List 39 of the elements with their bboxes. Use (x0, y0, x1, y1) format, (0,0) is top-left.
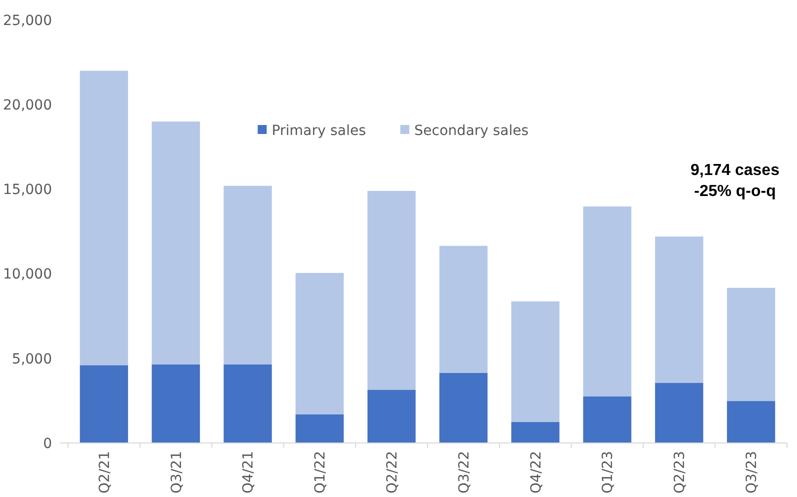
bar (80, 70, 128, 366)
legend-label: Primary sales (272, 122, 366, 139)
y-tick-label: 0 (43, 436, 52, 452)
bar (511, 422, 560, 443)
bar (296, 272, 344, 414)
bar (152, 364, 200, 443)
x-tick-label: Q3/21 (168, 451, 185, 494)
y-tick-label: 25,000 (3, 12, 52, 29)
bar (80, 365, 128, 443)
x-tick-label: Q4/21 (240, 451, 257, 494)
bar (726, 401, 776, 443)
bar (726, 288, 776, 402)
annotation: 9,174 cases -25% q-o-q (690, 162, 780, 200)
bar (296, 414, 344, 443)
x-tick-label: Q1/22 (312, 451, 329, 494)
bar (511, 301, 560, 422)
x-tick-label: Q2/22 (384, 451, 400, 494)
bar (583, 396, 632, 443)
x-tick-label: Q2/21 (96, 451, 113, 494)
bar (655, 382, 704, 443)
y-tick-label: 10,000 (3, 266, 52, 283)
y-tick-label: 5,000 (12, 351, 52, 368)
x-tick-label: Q1/23 (600, 451, 616, 494)
bar (583, 206, 632, 396)
x-tick-label: Q4/22 (528, 451, 544, 494)
x-tick-label: Q2/23 (672, 451, 688, 494)
bar (655, 236, 704, 383)
bar (152, 122, 200, 364)
y-tick-label: 15,000 (3, 182, 52, 198)
x-tick-label: Q3/23 (744, 451, 760, 494)
bar (367, 390, 416, 443)
bar (224, 364, 272, 443)
legend-label: Secondary sales (414, 122, 529, 139)
bar (224, 186, 272, 364)
bar (367, 190, 416, 390)
bar (439, 372, 488, 443)
x-tick-label: Q3/22 (456, 451, 472, 494)
y-tick-label: 20,000 (3, 98, 52, 114)
bar (439, 246, 488, 373)
